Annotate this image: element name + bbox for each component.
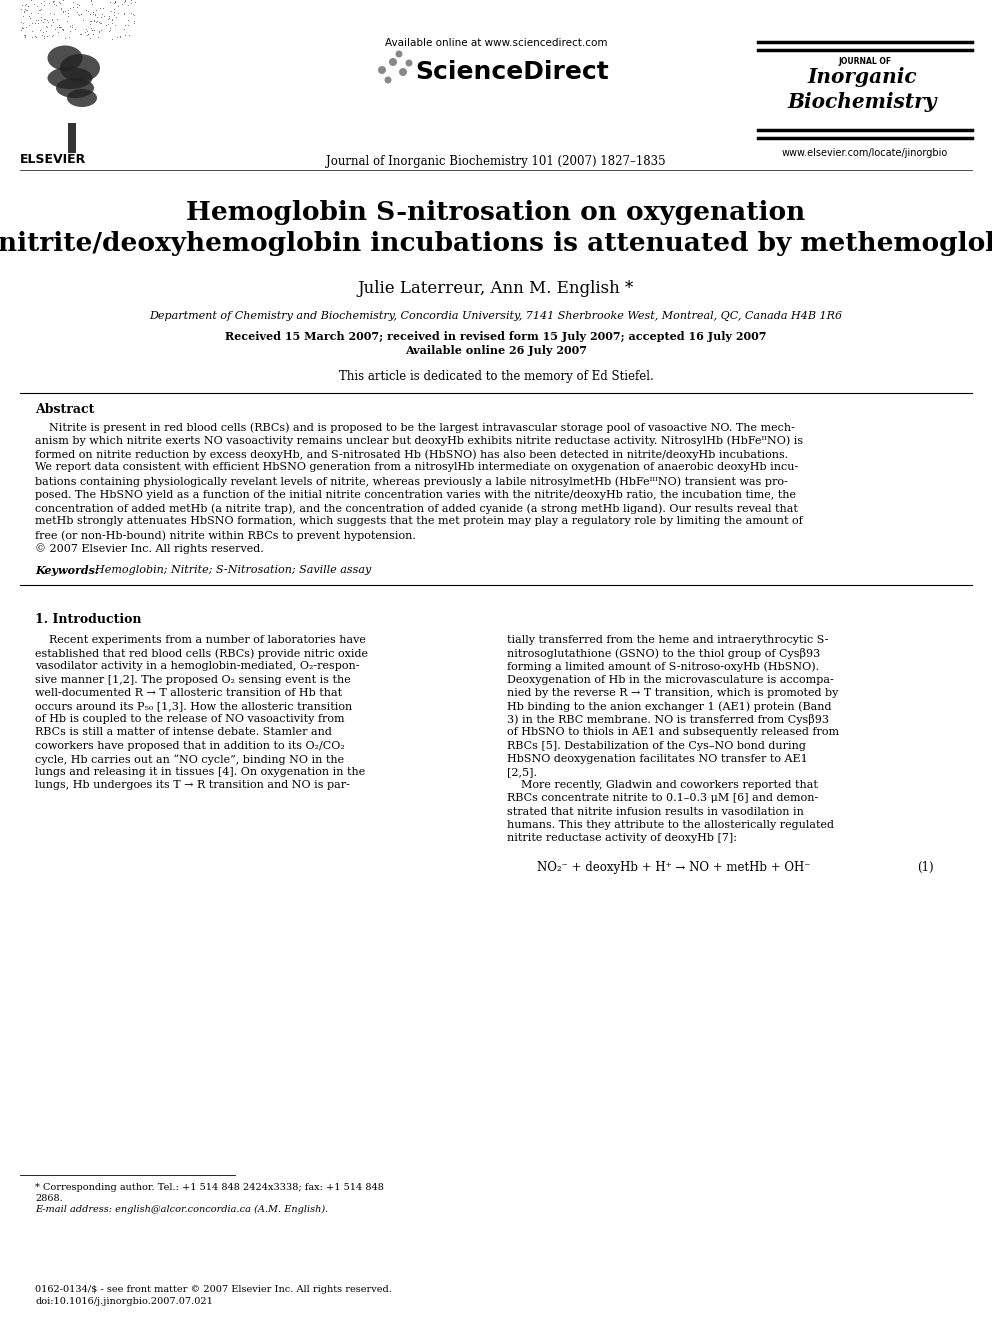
- Text: Journal of Inorganic Biochemistry 101 (2007) 1827–1835: Journal of Inorganic Biochemistry 101 (2…: [326, 155, 666, 168]
- Text: 0162-0134/$ - see front matter © 2007 Elsevier Inc. All rights reserved.: 0162-0134/$ - see front matter © 2007 El…: [35, 1285, 392, 1294]
- Text: Julie Laterreur, Ann M. English *: Julie Laterreur, Ann M. English *: [358, 280, 634, 296]
- Text: Department of Chemistry and Biochemistry, Concordia University, 7141 Sherbrooke : Department of Chemistry and Biochemistry…: [150, 311, 842, 321]
- Text: Hb binding to the anion exchanger 1 (AE1) protein (Band: Hb binding to the anion exchanger 1 (AE1…: [507, 701, 831, 712]
- Text: humans. This they attribute to the allosterically regulated: humans. This they attribute to the allos…: [507, 820, 834, 830]
- Text: Received 15 March 2007; received in revised form 15 July 2007; accepted 16 July : Received 15 March 2007; received in revi…: [225, 331, 767, 343]
- Text: Deoxygenation of Hb in the microvasculature is accompa-: Deoxygenation of Hb in the microvasculat…: [507, 675, 833, 684]
- Text: Hemoglobin; Nitrite; S-Nitrosation; Saville assay: Hemoglobin; Nitrite; S-Nitrosation; Savi…: [88, 565, 371, 576]
- Text: More recently, Gladwin and coworkers reported that: More recently, Gladwin and coworkers rep…: [507, 781, 817, 790]
- Text: coworkers have proposed that in addition to its O₂/CO₂: coworkers have proposed that in addition…: [35, 741, 345, 750]
- Text: E-mail address: english@alcor.concordia.ca (A.M. English).: E-mail address: english@alcor.concordia.…: [35, 1205, 328, 1215]
- Text: This article is dedicated to the memory of Ed Stiefel.: This article is dedicated to the memory …: [338, 370, 654, 382]
- Text: Hemoglobin S-nitrosation on oxygenation: Hemoglobin S-nitrosation on oxygenation: [186, 200, 806, 225]
- Text: We report data consistent with efficient HbSNO generation from a nitrosylHb inte: We report data consistent with efficient…: [35, 463, 799, 472]
- Circle shape: [399, 67, 407, 75]
- Text: 3) in the RBC membrane. NO is transferred from Cysβ93: 3) in the RBC membrane. NO is transferre…: [507, 714, 829, 725]
- Circle shape: [406, 60, 413, 66]
- Circle shape: [385, 77, 392, 83]
- Ellipse shape: [48, 67, 92, 89]
- Text: free (or non-Hb-bound) nitrite within RBCs to prevent hypotension.: free (or non-Hb-bound) nitrite within RB…: [35, 531, 416, 541]
- Text: doi:10.1016/j.jinorgbio.2007.07.021: doi:10.1016/j.jinorgbio.2007.07.021: [35, 1297, 213, 1306]
- Bar: [68, 123, 76, 153]
- Text: tially transferred from the heme and intraerythrocytic S-: tially transferred from the heme and int…: [507, 635, 828, 646]
- Text: RBCs is still a matter of intense debate. Stamler and: RBCs is still a matter of intense debate…: [35, 728, 332, 737]
- Text: * Corresponding author. Tel.: +1 514 848 2424x3338; fax: +1 514 848: * Corresponding author. Tel.: +1 514 848…: [35, 1183, 384, 1192]
- Text: metHb strongly attenuates HbSNO formation, which suggests that the met protein m: metHb strongly attenuates HbSNO formatio…: [35, 516, 803, 527]
- Text: lungs, Hb undergoes its T → R transition and NO is par-: lungs, Hb undergoes its T → R transition…: [35, 781, 350, 790]
- Text: strated that nitrite infusion results in vasodilation in: strated that nitrite infusion results in…: [507, 807, 804, 816]
- Text: Keywords:: Keywords:: [35, 565, 99, 576]
- Text: Nitrite is present in red blood cells (RBCs) and is proposed to be the largest i: Nitrite is present in red blood cells (R…: [35, 422, 795, 433]
- Text: www.elsevier.com/locate/jinorgbio: www.elsevier.com/locate/jinorgbio: [782, 148, 948, 157]
- Circle shape: [396, 50, 403, 57]
- Text: of Hb is coupled to the release of NO vasoactivity from: of Hb is coupled to the release of NO va…: [35, 714, 344, 724]
- Text: established that red blood cells (RBCs) provide nitric oxide: established that red blood cells (RBCs) …: [35, 648, 368, 659]
- Text: NO₂⁻ + deoxyHb + H⁺ → NO + metHb + OH⁻: NO₂⁻ + deoxyHb + H⁺ → NO + metHb + OH⁻: [537, 861, 810, 875]
- Text: vasodilator activity in a hemoglobin-mediated, O₂-respon-: vasodilator activity in a hemoglobin-med…: [35, 662, 359, 671]
- Text: of HbSNO to thiols in AE1 and subsequently released from: of HbSNO to thiols in AE1 and subsequent…: [507, 728, 839, 737]
- Text: ScienceDirect: ScienceDirect: [415, 60, 609, 83]
- Text: HbSNO deoxygenation facilitates NO transfer to AE1: HbSNO deoxygenation facilitates NO trans…: [507, 754, 807, 763]
- Text: cycle, Hb carries out an “NO cycle”, binding NO in the: cycle, Hb carries out an “NO cycle”, bin…: [35, 754, 344, 765]
- Text: concentration of added metHb (a nitrite trap), and the concentration of added cy: concentration of added metHb (a nitrite …: [35, 503, 798, 513]
- Text: lungs and releasing it in tissues [4]. On oxygenation in the: lungs and releasing it in tissues [4]. O…: [35, 767, 365, 777]
- Text: Abstract: Abstract: [35, 404, 94, 415]
- Text: © 2007 Elsevier Inc. All rights reserved.: © 2007 Elsevier Inc. All rights reserved…: [35, 544, 264, 554]
- Text: Recent experiments from a number of laboratories have: Recent experiments from a number of labo…: [35, 635, 366, 646]
- Text: nitrite reductase activity of deoxyHb [7]:: nitrite reductase activity of deoxyHb [7…: [507, 833, 737, 843]
- Text: anism by which nitrite exerts NO vasoactivity remains unclear but deoxyHb exhibi: anism by which nitrite exerts NO vasoact…: [35, 435, 804, 446]
- Ellipse shape: [48, 45, 82, 70]
- Text: occurs around its P₅₀ [1,3]. How the allosteric transition: occurs around its P₅₀ [1,3]. How the all…: [35, 701, 352, 710]
- Ellipse shape: [60, 54, 100, 82]
- Text: bations containing physiologically revelant levels of nitrite, whereas previousl: bations containing physiologically revel…: [35, 476, 788, 487]
- Text: [2,5].: [2,5].: [507, 767, 537, 777]
- Text: 2868.: 2868.: [35, 1193, 62, 1203]
- Text: JOURNAL OF: JOURNAL OF: [838, 57, 892, 66]
- Text: RBCs concentrate nitrite to 0.1–0.3 μM [6] and demon-: RBCs concentrate nitrite to 0.1–0.3 μM […: [507, 794, 818, 803]
- Text: posed. The HbSNO yield as a function of the initial nitrite concentration varies: posed. The HbSNO yield as a function of …: [35, 490, 796, 500]
- Text: Inorganic: Inorganic: [807, 67, 917, 87]
- Circle shape: [378, 66, 386, 74]
- Text: Available online 26 July 2007: Available online 26 July 2007: [405, 345, 587, 356]
- Ellipse shape: [56, 78, 94, 98]
- Circle shape: [389, 58, 397, 66]
- Text: Biochemistry: Biochemistry: [788, 93, 936, 112]
- Text: formed on nitrite reduction by excess deoxyHb, and S-nitrosated Hb (HbSNO) has a: formed on nitrite reduction by excess de…: [35, 448, 789, 459]
- Text: Available online at www.sciencedirect.com: Available online at www.sciencedirect.co…: [385, 38, 607, 48]
- Text: sive manner [1,2]. The proposed O₂ sensing event is the: sive manner [1,2]. The proposed O₂ sensi…: [35, 675, 351, 684]
- Text: of nitrite/deoxyhemoglobin incubations is attenuated by methemoglobin: of nitrite/deoxyhemoglobin incubations i…: [0, 232, 992, 255]
- Text: well-documented R → T allosteric transition of Hb that: well-documented R → T allosteric transit…: [35, 688, 342, 697]
- Ellipse shape: [67, 89, 97, 107]
- Text: ELSEVIER: ELSEVIER: [20, 153, 86, 165]
- Text: forming a limited amount of S-nitroso-oxyHb (HbSNO).: forming a limited amount of S-nitroso-ox…: [507, 662, 819, 672]
- Text: nitrosoglutathione (GSNO) to the thiol group of Cysβ93: nitrosoglutathione (GSNO) to the thiol g…: [507, 648, 820, 659]
- Text: nied by the reverse R → T transition, which is promoted by: nied by the reverse R → T transition, wh…: [507, 688, 838, 697]
- Text: (1): (1): [917, 861, 933, 875]
- Text: 1. Introduction: 1. Introduction: [35, 613, 142, 626]
- Text: RBCs [5]. Destabilization of the Cys–NO bond during: RBCs [5]. Destabilization of the Cys–NO …: [507, 741, 806, 750]
